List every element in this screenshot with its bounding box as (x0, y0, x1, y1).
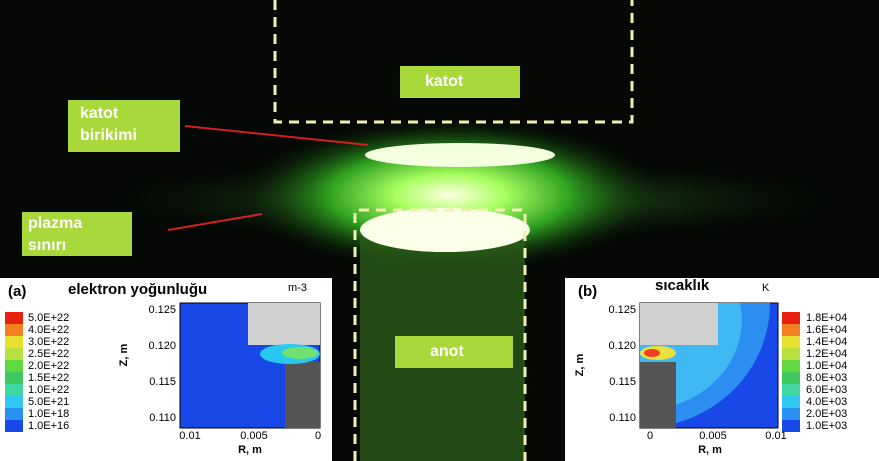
x-axis-label: R, m (698, 444, 722, 456)
y-tick-label: 0.120 (148, 340, 176, 352)
legend-swatch (5, 360, 23, 372)
x-tick-label: 0 (315, 430, 321, 442)
y-tick-label: 0.115 (609, 376, 636, 388)
deposit-label: birikimi (80, 127, 137, 144)
x-tick-label: 0.005 (240, 430, 268, 442)
legend-swatch (782, 408, 800, 420)
legend-swatch (782, 360, 800, 372)
anode-region (640, 362, 676, 428)
legend-swatch (782, 336, 800, 348)
legend-swatch (5, 372, 23, 384)
legend-swatch (782, 312, 800, 324)
x-tick-label: 0.005 (699, 430, 727, 442)
legend-label: 2.0E+22 (28, 360, 69, 372)
legend-label: 5.0E+22 (28, 312, 69, 324)
y-axis-label: Z, m (118, 343, 130, 366)
legend-swatch (5, 312, 23, 324)
figure: katot katot birikimi plazma sınırı anot … (0, 0, 879, 461)
y-axis-label: Z, m (574, 353, 586, 376)
bright-band (360, 208, 530, 252)
legend-swatch (782, 396, 800, 408)
legend-swatch (782, 324, 800, 336)
legend-label: 6.0E+03 (806, 384, 847, 396)
temperature-contour (644, 349, 660, 357)
legend-label: 1.0E+18 (28, 408, 69, 420)
legend-label: 1.0E+16 (28, 420, 69, 432)
legend-swatch (5, 396, 23, 408)
cathode-label: katot (425, 73, 464, 90)
legend-label: 1.2E+04 (806, 348, 847, 360)
legend-label: 1.4E+04 (806, 336, 847, 348)
legend-label: 1.0E+04 (806, 360, 847, 372)
y-tick-label: 0.125 (608, 304, 636, 316)
legend-swatch (5, 384, 23, 396)
panel-label: (a) (8, 283, 26, 300)
x-axis-label: R, m (238, 444, 262, 456)
bright-band (365, 143, 555, 167)
legend-label: 4.0E+22 (28, 324, 69, 336)
y-tick-label: 0.115 (149, 376, 176, 388)
legend-swatch (5, 408, 23, 420)
legend-swatch (782, 372, 800, 384)
legend-label: 3.0E+22 (28, 336, 69, 348)
legend-label: 1.8E+04 (806, 312, 847, 324)
inset-title: sıcaklık (655, 277, 710, 294)
x-tick-label: 0.01 (765, 430, 786, 442)
legend-swatch (5, 348, 23, 360)
legend-swatch (5, 420, 23, 432)
x-tick-label: 0 (647, 430, 653, 442)
legend-label: 1.0E+03 (806, 420, 847, 432)
legend-label: 2.5E+22 (28, 348, 69, 360)
legend-label: 5.0E+21 (28, 396, 69, 408)
cathode-region (248, 303, 320, 345)
unit: m-3 (288, 282, 307, 294)
legend-label: 1.6E+04 (806, 324, 847, 336)
boundary-label: plazma (28, 215, 82, 232)
x-tick-label: 0.01 (179, 430, 200, 442)
legend-label: 1.0E+22 (28, 384, 69, 396)
legend-swatch (782, 348, 800, 360)
density-contour (282, 347, 318, 359)
legend-swatch (5, 324, 23, 336)
boundary-label: sınırı (28, 237, 66, 254)
panel-label: (b) (578, 283, 597, 300)
anode-label: anot (430, 343, 464, 360)
inset-title: elektron yoğunluğu (68, 281, 207, 298)
y-tick-label: 0.120 (608, 340, 636, 352)
legend-label: 4.0E+03 (806, 396, 847, 408)
legend-label: 2.0E+03 (806, 408, 847, 420)
anode-region (285, 362, 320, 428)
legend-swatch (782, 384, 800, 396)
y-tick-label: 0.125 (148, 304, 176, 316)
legend-swatch (5, 336, 23, 348)
cathode-region (640, 303, 718, 345)
y-tick-label: 0.110 (609, 412, 636, 424)
unit: K (762, 282, 770, 294)
legend-label: 8.0E+03 (806, 372, 847, 384)
legend-label: 1.5E+22 (28, 372, 69, 384)
y-tick-label: 0.110 (149, 412, 176, 424)
deposit-label: katot (80, 105, 119, 122)
